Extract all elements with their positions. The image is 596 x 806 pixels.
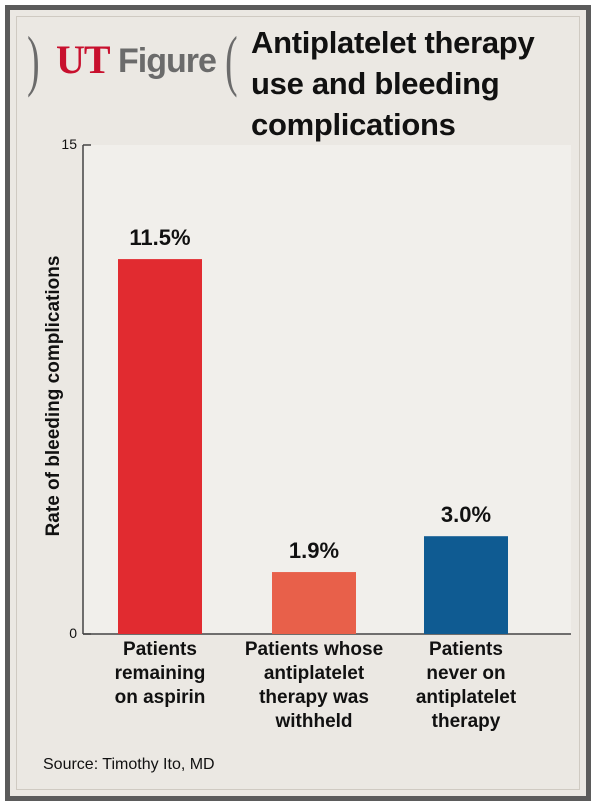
category-label: Patients whose antiplatelet therapy was … <box>244 639 384 732</box>
y-tick-label: 0 <box>69 625 77 641</box>
bar-value-label: 1.9% <box>288 538 340 564</box>
logo-figure-text: Figure <box>118 42 217 80</box>
figure-inner-border <box>16 16 580 790</box>
bar-value-label: 3.0% <box>440 502 492 528</box>
y-tick-label: 15 <box>61 136 77 152</box>
source-note: Source: Timothy Ito, MD <box>43 756 215 773</box>
y-axis-label: Rate of bleeding complications <box>43 255 64 537</box>
chart-title: Antiplatelet therapy use and bleeding co… <box>251 25 535 142</box>
logo-right-bracket: ( <box>225 22 238 98</box>
bar <box>424 536 508 634</box>
bar-value-label: 11.5% <box>129 225 191 251</box>
logo-ut-text: UT <box>56 37 111 82</box>
category-label: Patients remaining on aspirin <box>114 639 206 708</box>
logo-left-bracket: ) <box>27 22 40 98</box>
bar <box>272 572 356 634</box>
category-label: Patients never on antiplatelet therapy <box>415 639 517 732</box>
bar <box>118 259 202 634</box>
